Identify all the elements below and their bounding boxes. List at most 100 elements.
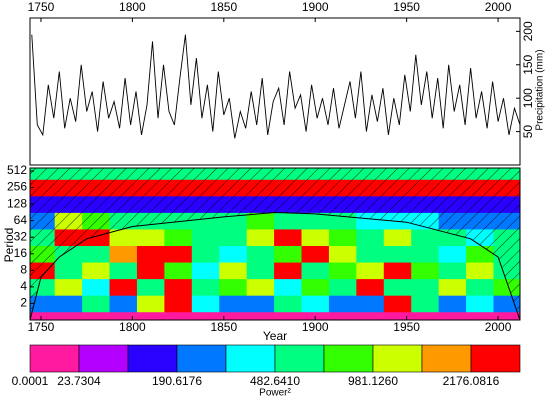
heat-cell bbox=[356, 262, 385, 280]
heat-cell bbox=[301, 262, 330, 280]
heat-cell bbox=[136, 262, 165, 280]
heat-cell bbox=[246, 212, 275, 230]
heat-cell bbox=[274, 262, 303, 280]
plot-area bbox=[30, 168, 520, 320]
heat-cell bbox=[383, 228, 412, 246]
colorbar-tick-label: 981.1260 bbox=[348, 374, 398, 388]
colorbar-tick-label: 23.7304 bbox=[57, 374, 101, 388]
heat-cell bbox=[54, 311, 83, 320]
heat-cell bbox=[164, 245, 193, 263]
heat-cell bbox=[136, 311, 165, 320]
heat-cell bbox=[82, 311, 111, 320]
line-series bbox=[31, 34, 520, 139]
heat-cell bbox=[219, 311, 248, 320]
heat-cell bbox=[136, 228, 165, 246]
colorbar-tick-label: 2176.0816 bbox=[443, 374, 500, 388]
heat-cell bbox=[466, 262, 494, 280]
heat-cell bbox=[54, 295, 83, 313]
x-axis-label: Year bbox=[263, 329, 287, 343]
heat-cell bbox=[356, 245, 385, 263]
heat-cell bbox=[301, 311, 330, 320]
colorbar-box bbox=[176, 344, 227, 373]
heat-cell bbox=[191, 311, 220, 320]
colorbar-box bbox=[225, 344, 276, 373]
heat-cell bbox=[328, 311, 357, 320]
heat-cell bbox=[274, 212, 303, 230]
heat-cell bbox=[191, 295, 220, 313]
x-tick-label: 1750 bbox=[28, 320, 55, 334]
heat-cell bbox=[301, 278, 330, 296]
heat-cell bbox=[438, 295, 467, 313]
heat-cell bbox=[493, 311, 520, 320]
heat-cell bbox=[328, 295, 357, 313]
heat-cell bbox=[30, 295, 56, 313]
y-tick-label: 200 bbox=[521, 21, 535, 41]
heat-cell bbox=[136, 295, 165, 313]
heat-cell bbox=[411, 245, 440, 263]
heat-cell bbox=[328, 245, 357, 263]
colorbar-box bbox=[323, 344, 374, 373]
heat-cell bbox=[274, 295, 303, 313]
heat-cell bbox=[82, 295, 111, 313]
heat-cell bbox=[164, 311, 193, 320]
heat-cell bbox=[219, 295, 248, 313]
heat-cell bbox=[356, 295, 385, 313]
y-tick-label: 150 bbox=[521, 54, 535, 74]
colorbar-tick-label: 0.0001 bbox=[12, 374, 49, 388]
heat-cell bbox=[466, 295, 494, 313]
heat-cell bbox=[164, 295, 193, 313]
heat-cell bbox=[164, 262, 193, 280]
heat-cell bbox=[274, 228, 303, 246]
heat-cell bbox=[328, 278, 357, 296]
heat-cell bbox=[191, 278, 220, 296]
heat-cell bbox=[82, 278, 111, 296]
heat-cell bbox=[246, 311, 275, 320]
heat-cell bbox=[219, 262, 248, 280]
colorbar-box bbox=[78, 344, 129, 373]
heat-cell bbox=[383, 245, 412, 263]
heat-cell bbox=[466, 278, 494, 296]
x-tick-label: 1800 bbox=[119, 0, 146, 14]
heat-cell bbox=[301, 295, 330, 313]
plot-area bbox=[31, 34, 520, 139]
heat-cell bbox=[82, 245, 111, 263]
x-tick-label: 1800 bbox=[119, 320, 146, 334]
x-tick-label: 1950 bbox=[393, 320, 420, 334]
heat-cell bbox=[438, 262, 467, 280]
heat-cell bbox=[219, 278, 248, 296]
heat-cell bbox=[219, 228, 248, 246]
heat-cell bbox=[109, 295, 138, 313]
heat-cell bbox=[301, 245, 330, 263]
y-tick-label: 512 bbox=[7, 163, 27, 177]
heat-cell bbox=[328, 228, 357, 246]
y-tick-label: 100 bbox=[521, 88, 535, 108]
x-tick-label: 2000 bbox=[485, 320, 512, 334]
heat-cell bbox=[438, 245, 467, 263]
colorbar-box bbox=[29, 344, 80, 373]
x-tick-label: 1850 bbox=[210, 320, 237, 334]
heat-cell bbox=[109, 311, 138, 320]
colorbar-box bbox=[421, 344, 472, 373]
heat-cell bbox=[246, 278, 275, 296]
heat-cell bbox=[438, 278, 467, 296]
heat-cell bbox=[191, 262, 220, 280]
heat-cell bbox=[411, 262, 440, 280]
heat-cell bbox=[274, 278, 303, 296]
plot-frame bbox=[29, 167, 521, 321]
colorbar-tick-label: 482.6410 bbox=[250, 374, 300, 388]
plot-frame bbox=[29, 17, 521, 166]
heat-cell bbox=[191, 245, 220, 263]
heat-cell bbox=[164, 278, 193, 296]
heat-cell bbox=[356, 311, 385, 320]
heat-cell bbox=[109, 278, 138, 296]
heat-cell bbox=[246, 262, 275, 280]
x-tick-label: 2000 bbox=[485, 0, 512, 14]
heat-cell bbox=[383, 311, 412, 320]
y-tick-label: 128 bbox=[7, 196, 27, 210]
x-tick-label: 1900 bbox=[302, 320, 329, 334]
heat-cell bbox=[54, 278, 83, 296]
heat-cell bbox=[136, 278, 165, 296]
heat-cell bbox=[356, 228, 385, 246]
colorbar-box bbox=[372, 344, 423, 373]
y-tick-label: 256 bbox=[7, 180, 27, 194]
